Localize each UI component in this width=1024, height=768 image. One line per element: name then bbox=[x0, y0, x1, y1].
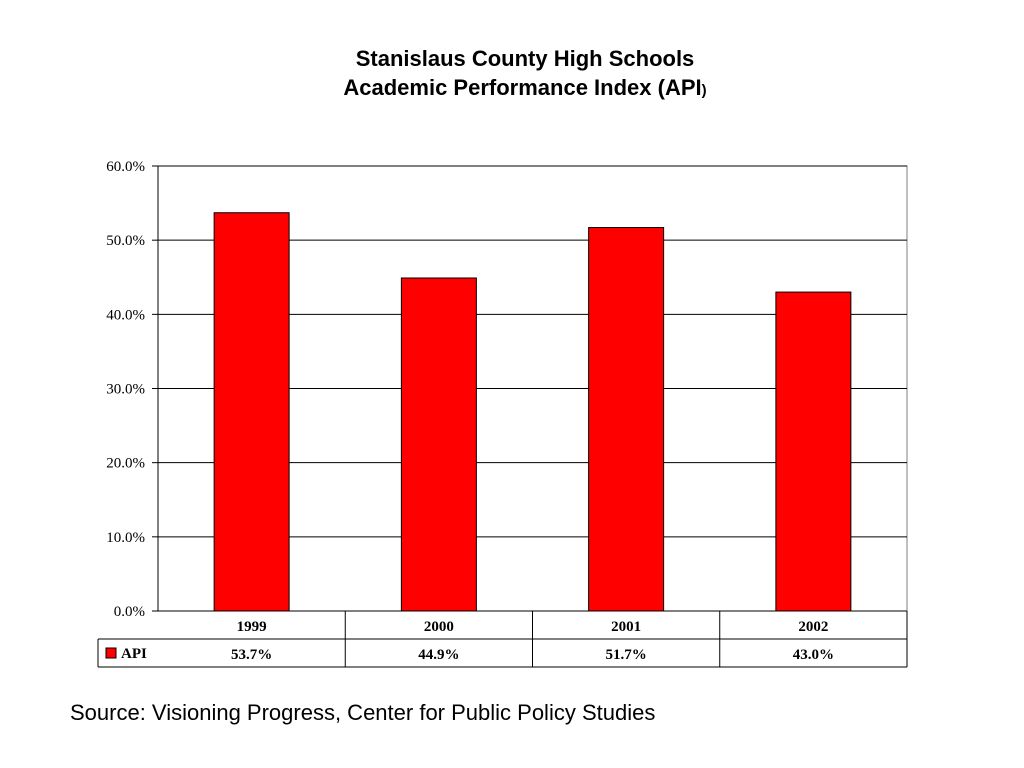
bar-1999 bbox=[213, 212, 290, 612]
data-value-label: 51.7% bbox=[606, 647, 647, 663]
data-value-label: 53.7% bbox=[231, 647, 272, 663]
chart-title-line-2: Academic Performance Index (API) bbox=[0, 73, 1024, 105]
x-category-label: 2001 bbox=[611, 619, 641, 635]
data-table: 1999 53.7% 2000 44.9% 2001 51.7% 2002 43.0% API bbox=[97, 611, 908, 668]
chart-title-line-2-main: Academic Performance Index (API bbox=[343, 75, 702, 100]
bar-2000 bbox=[400, 277, 477, 612]
y-axis-ticks: 0.0% 10.0% 20.0% 30.0% 40.0% 50.0% 60.0% bbox=[106, 159, 158, 620]
bar-2001 bbox=[588, 227, 665, 612]
chart-title: Stanislaus County High Schools Academic … bbox=[0, 44, 1024, 105]
x-category-label: 2002 bbox=[798, 619, 828, 635]
y-tick-label: 10.0% bbox=[106, 530, 145, 546]
source-note: Source: Visioning Progress, Center for P… bbox=[70, 700, 656, 725]
x-category-label: 1999 bbox=[237, 619, 267, 635]
y-tick-label: 50.0% bbox=[106, 233, 145, 249]
chart-title-line-2-paren: ) bbox=[701, 82, 707, 99]
data-value-label: 44.9% bbox=[418, 647, 459, 663]
y-tick-label: 40.0% bbox=[106, 307, 145, 323]
x-category-label: 2000 bbox=[424, 619, 454, 635]
bars bbox=[213, 212, 852, 612]
data-value-label: 43.0% bbox=[793, 647, 834, 663]
y-tick-label: 0.0% bbox=[114, 604, 145, 620]
legend-label-api: API bbox=[121, 646, 147, 662]
y-tick-label: 30.0% bbox=[106, 382, 145, 398]
bar-2002 bbox=[775, 291, 852, 612]
y-tick-label: 60.0% bbox=[106, 159, 145, 175]
chart-title-line-1: Stanislaus County High Schools bbox=[355, 46, 695, 71]
y-tick-label: 20.0% bbox=[106, 456, 145, 472]
legend-swatch-api bbox=[105, 647, 117, 659]
